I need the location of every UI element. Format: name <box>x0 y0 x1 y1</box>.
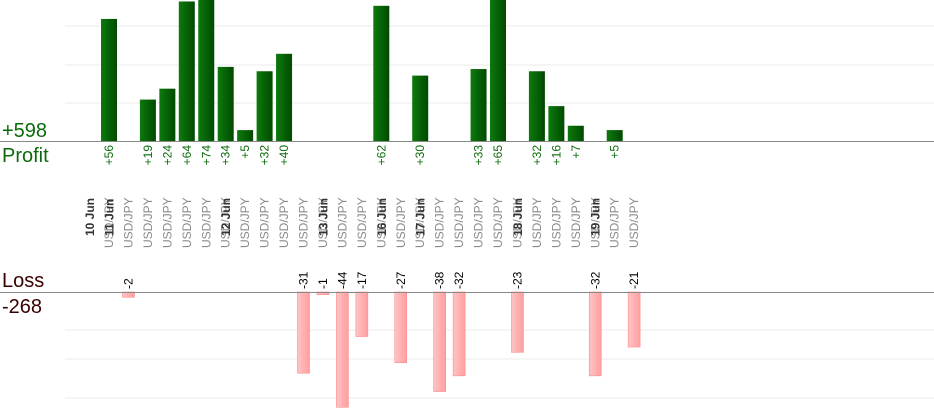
loss-bar <box>627 291 641 348</box>
value-labels-group: +56 -2 +19 +24 +64 +74 +34 +5 +32 +40 -31 -1 -44 -17 +… <box>102 145 641 289</box>
pair-label: USD/JPY <box>394 197 408 248</box>
profit-bar <box>412 75 429 141</box>
profit-value-label: +16 <box>549 145 563 166</box>
profit-bar <box>256 71 273 141</box>
loss-value-label: -32 <box>588 271 602 289</box>
date-label: 13 Jun <box>316 198 330 236</box>
profit-value-label: +40 <box>277 145 291 166</box>
date-label: 17 Jun <box>414 198 428 236</box>
profit-value-label: +74 <box>199 145 213 166</box>
bars-group <box>101 0 641 408</box>
pair-label: USD/JPY <box>199 197 213 248</box>
loss-value-label: -32 <box>452 271 466 289</box>
profit-bar <box>548 106 565 141</box>
date-label: 16 Jun <box>375 198 389 236</box>
loss-bar <box>452 291 466 377</box>
loss-bar <box>588 291 602 377</box>
pair-label: USD/JPY <box>530 197 544 248</box>
profit-value-label: +5 <box>238 145 252 159</box>
profit-bar <box>470 69 487 141</box>
loss-bar <box>355 291 369 337</box>
pair-label: USD/JPY <box>238 197 252 248</box>
profit-value-label: +7 <box>569 145 583 159</box>
profit-bar <box>139 99 156 141</box>
profit-value-label: +5 <box>608 145 622 159</box>
loss-value-label: -44 <box>335 271 349 289</box>
profit-bar <box>373 5 390 142</box>
profit-value-label: +24 <box>160 145 174 166</box>
profit-bar <box>178 1 195 142</box>
date-label: 19 Jun <box>589 198 603 236</box>
loss-value-label: -23 <box>510 271 524 289</box>
pair-label: USD/JPY <box>374 197 388 248</box>
loss-total: -268 <box>2 296 43 318</box>
loss-value-label: -17 <box>355 271 369 289</box>
loss-value-label: -21 <box>627 271 641 289</box>
profit-value-label: +34 <box>219 145 233 166</box>
loss-value-label: -1 <box>316 278 330 289</box>
pair-label: USD/JPY <box>588 197 602 248</box>
profit-value-label: +30 <box>413 145 427 166</box>
pair-label: USD/JPY <box>297 197 311 248</box>
profit-bar <box>159 88 176 141</box>
profit-bar <box>198 0 215 142</box>
loss-bar <box>394 291 408 364</box>
profit-value-label: +64 <box>180 145 194 166</box>
pair-label: USD/JPY <box>413 197 427 248</box>
pair-label: USD/JPY <box>452 197 466 248</box>
pair-label: USD/JPY <box>277 197 291 248</box>
loss-bar <box>433 291 446 392</box>
profit-bar <box>217 66 234 141</box>
pair-label: USD/JPY <box>180 197 194 248</box>
pair-label: USD/JPY <box>510 197 524 248</box>
profit-value-label: +62 <box>374 145 388 166</box>
profit-bar <box>528 71 545 141</box>
date-label: 12 Jun <box>219 198 233 236</box>
pair-label: USD/JPY <box>433 197 447 248</box>
pair-label: USD/JPY <box>258 197 272 248</box>
pair-label: USD/JPY <box>472 197 486 248</box>
pair-label: USD/JPY <box>102 197 116 248</box>
profit-total: +598 <box>2 120 48 142</box>
loss-value-label: -27 <box>394 271 408 289</box>
loss-bar <box>297 291 310 374</box>
profit-bar <box>237 130 254 141</box>
pair-label: USD/JPY <box>121 197 135 248</box>
pair-label: USD/JPY <box>627 197 641 248</box>
loss-bar <box>336 291 349 408</box>
loss-value-label: -31 <box>297 271 311 289</box>
profit-value-label: +32 <box>530 145 544 166</box>
pair-label: USD/JPY <box>316 197 330 248</box>
loss-label: Loss <box>2 270 45 292</box>
profit-value-label: +65 <box>491 145 505 166</box>
loss-value-label: -38 <box>433 271 447 289</box>
date-label: 11 Jun <box>102 199 116 236</box>
profit-value-label: +33 <box>472 145 486 166</box>
pair-label: USD/JPY <box>355 197 369 248</box>
pair-label: USD/JPY <box>335 197 349 248</box>
profit-bar <box>276 53 293 141</box>
profit-bar <box>101 18 117 142</box>
profit-bar <box>606 130 623 141</box>
pair-label: USD/JPY <box>491 197 505 248</box>
profit-value-label: +56 <box>102 145 116 166</box>
date-label: 10 Jun <box>83 198 97 236</box>
date-label: 18 Jun <box>511 198 525 236</box>
pair-label: USD/JPY <box>569 197 583 248</box>
pair-label: USD/JPY <box>141 197 155 248</box>
profit-label: Profit <box>2 145 49 167</box>
profit-bar <box>490 0 506 141</box>
profit-value-label: +32 <box>258 145 272 166</box>
pair-label: USD/JPY <box>219 197 233 248</box>
pair-label: USD/JPY <box>549 197 563 248</box>
profit-value-label: +19 <box>141 145 155 166</box>
pair-label: USD/JPY <box>608 197 622 248</box>
loss-value-label: -2 <box>121 278 135 289</box>
loss-bar <box>511 291 524 353</box>
profit-bar <box>567 125 584 141</box>
pair-label: USD/JPY <box>160 197 174 248</box>
